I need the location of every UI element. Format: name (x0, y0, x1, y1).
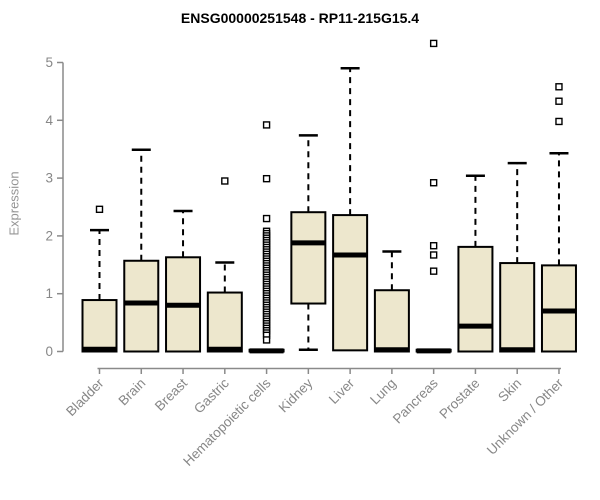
x-tick-label-gastric: Gastric (191, 375, 232, 416)
outlier-point (262, 174, 271, 183)
box-group-bladder (81, 205, 118, 353)
y-tick-label: 3 (45, 171, 53, 186)
box-group-gastric (206, 177, 243, 353)
outlier-point (262, 336, 271, 344)
outlier-point (555, 97, 563, 105)
iqr-box (540, 264, 577, 353)
x-tick-label-lung: Lung (367, 376, 399, 408)
x-tick-label-bladder: Bladder (63, 375, 107, 419)
y-tick-label: 0 (45, 344, 53, 359)
outlier-point (95, 205, 104, 214)
iqr-box (290, 211, 327, 305)
iqr-box (373, 289, 410, 353)
x-tick-label-brain: Brain (115, 376, 148, 409)
iqr-box (332, 214, 369, 352)
x-tick-label-pancreas: Pancreas (390, 375, 441, 426)
box-group-brain (123, 148, 160, 353)
box-group-prostate (457, 174, 494, 353)
y-axis: 0 1 2 3 4 5 (45, 55, 64, 359)
box-group-breast (165, 209, 202, 353)
box-group-unknown-other (540, 83, 577, 353)
box-group-hematopoietic-cells (248, 121, 285, 354)
box-group-skin (499, 161, 536, 353)
y-tick-label: 2 (45, 228, 53, 243)
outlier-point (429, 267, 438, 275)
x-tick-label-skin: Skin (495, 376, 524, 405)
outlier-point (555, 117, 563, 126)
iqr-box (81, 299, 118, 353)
y-tick-label: 5 (45, 55, 53, 70)
outlier-point (429, 251, 438, 259)
outlier-point (555, 83, 563, 91)
x-tick-label-kidney: Kidney (276, 375, 316, 415)
outlier-point (262, 214, 271, 223)
iqr-box (499, 262, 536, 353)
outlier-point (429, 242, 438, 250)
iqr-box (123, 259, 160, 353)
box-group-pancreas (415, 39, 452, 354)
chart-title: ENSG00000251548 - RP11-215G15.4 (180, 10, 420, 26)
x-tick-label-unknown-other: Unknown / Other (484, 375, 567, 458)
box-group-kidney (290, 134, 327, 352)
outlier-point (221, 177, 229, 185)
x-tick-label-liver: Liver (326, 375, 358, 407)
outlier-point (429, 179, 438, 187)
outlier-point (429, 39, 438, 48)
box-group-liver (332, 67, 369, 352)
iqr-box (457, 245, 494, 353)
outlier-point (262, 121, 271, 129)
x-tick-label-prostate: Prostate (436, 376, 482, 422)
iqr-box (206, 291, 243, 353)
x-tick-label-breast: Breast (152, 375, 190, 413)
box-group-lung (373, 250, 410, 353)
y-tick-label: 1 (45, 286, 53, 301)
y-tick-label: 4 (45, 113, 53, 128)
